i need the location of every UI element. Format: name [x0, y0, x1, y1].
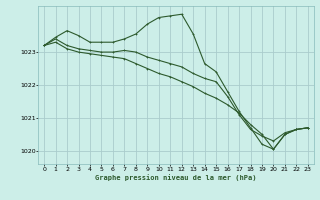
X-axis label: Graphe pression niveau de la mer (hPa): Graphe pression niveau de la mer (hPa) [95, 174, 257, 181]
